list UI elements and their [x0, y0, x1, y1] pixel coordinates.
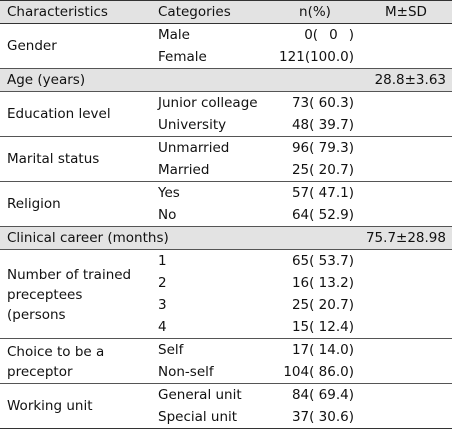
n-percent-cell: 121(100.0) [270, 46, 360, 69]
n-percent-cell: 73( 60.3) [291, 94, 354, 111]
row-label-choice-preceptor: Choice to be a preceptor [7, 343, 105, 380]
empty-cell [360, 339, 452, 362]
n-percent-cell: 48( 39.7) [270, 114, 360, 137]
header-categories: Categories [151, 0, 270, 24]
category-cell: Yes [158, 184, 180, 201]
empty-cell [360, 250, 452, 273]
category-cell: General unit [158, 386, 242, 403]
empty-cell [360, 272, 452, 294]
empty-cell [360, 159, 452, 182]
table-row: Gender Male 0( 0 ) [0, 23, 452, 69]
category-cell: Male [158, 26, 190, 43]
empty-cell [360, 406, 452, 429]
table-row: Marital status Unmarried 96( 79.3) [0, 136, 452, 182]
category-cell: 4 [151, 316, 270, 339]
table-row: Number of trained preceptees (persons 1 … [0, 249, 452, 339]
category-cell: No [151, 204, 270, 227]
table-row: Married 25( 20.7) [0, 159, 452, 182]
table-row: 4 15( 12.4) [0, 316, 452, 339]
row-label-gender: Gender [0, 23, 151, 69]
empty-cell [360, 316, 452, 339]
category-cell: Junior colleage [158, 94, 258, 111]
n-percent-cell: 0( 0 ) [304, 26, 354, 43]
empty-cell [360, 114, 452, 137]
table-row: Education level Junior colleage 73( 60.3… [0, 91, 452, 137]
n-percent-cell: 84( 69.4) [291, 386, 354, 403]
row-label-trained-preceptees: Number of trained preceptees (persons [7, 266, 132, 323]
category-cell: 2 [158, 274, 167, 291]
header-row: Characteristics Categories n(%) M±SD [0, 0, 452, 24]
empty-cell [360, 384, 452, 407]
row-label-education: Education level [0, 91, 151, 137]
mean-sd-cell: 28.8±3.63 [360, 68, 452, 92]
header-n-percent: n(%) [270, 0, 360, 24]
table-row: Non-self 104( 86.0) [0, 361, 452, 384]
table-row: University 48( 39.7) [0, 114, 452, 137]
empty-cell [360, 92, 452, 115]
n-percent-cell: 16( 13.2) [291, 274, 354, 291]
row-label-marital: Marital status [0, 136, 151, 182]
mean-sd-cell: 75.7±28.98 [360, 226, 452, 250]
n-percent-cell: 15( 12.4) [270, 316, 360, 339]
category-cell: Special unit [151, 406, 270, 429]
table-row: Age (years) 28.8±3.63 [0, 68, 452, 92]
table-row: Clinical career (months) 75.7±28.98 [0, 226, 452, 250]
table-row: Special unit 37( 30.6) [0, 406, 452, 429]
table-row: 3 25( 20.7) [0, 294, 452, 316]
row-label-choice-preceptor-cell: Choice to be a preceptor [0, 338, 151, 384]
table-row: 2 16( 13.2) [0, 272, 452, 294]
table-row: Choice to be a preceptor Self 17( 14.0) [0, 338, 452, 384]
row-label-working-unit: Working unit [0, 383, 151, 429]
empty-cell [360, 182, 452, 205]
n-percent-cell: 17( 14.0) [291, 341, 354, 358]
category-cell: Non-self [151, 361, 270, 384]
empty-cell [360, 137, 452, 160]
table-row: Religion Yes 57( 47.1) [0, 181, 452, 227]
n-percent-cell: 37( 30.6) [270, 406, 360, 429]
category-cell: Self [158, 341, 184, 358]
category-cell: University [151, 114, 270, 137]
n-percent-cell: 64( 52.9) [270, 204, 360, 227]
row-label-age: Age (years) [0, 68, 360, 92]
table-row: Working unit General unit 84( 69.4) [0, 383, 452, 429]
row-label-religion: Religion [0, 181, 151, 227]
category-cell: 1 [158, 252, 167, 269]
n-percent-cell: 25( 20.7) [270, 159, 360, 182]
n-percent-cell: 65( 53.7) [291, 252, 354, 269]
empty-cell [360, 46, 452, 69]
empty-cell [360, 294, 452, 316]
table-row: Female 121(100.0) [0, 46, 452, 69]
header-characteristics: Characteristics [0, 0, 151, 24]
n-percent-cell: 25( 20.7) [291, 296, 354, 313]
row-label-trained-preceptees-cell: Number of trained preceptees (persons [0, 249, 151, 339]
category-cell: Married [151, 159, 270, 182]
empty-cell [360, 204, 452, 227]
empty-cell [360, 24, 452, 47]
row-label-clinical-career: Clinical career (months) [0, 226, 360, 250]
table-row: No 64( 52.9) [0, 204, 452, 227]
n-percent-cell: 96( 79.3) [291, 139, 354, 156]
n-percent-cell: 104( 86.0) [270, 361, 360, 384]
category-cell: Unmarried [158, 139, 230, 156]
n-percent-cell: 57( 47.1) [291, 184, 354, 201]
category-cell: 3 [158, 296, 167, 313]
category-cell: Female [151, 46, 270, 69]
header-mean-sd: M±SD [360, 0, 452, 24]
empty-cell [360, 361, 452, 384]
